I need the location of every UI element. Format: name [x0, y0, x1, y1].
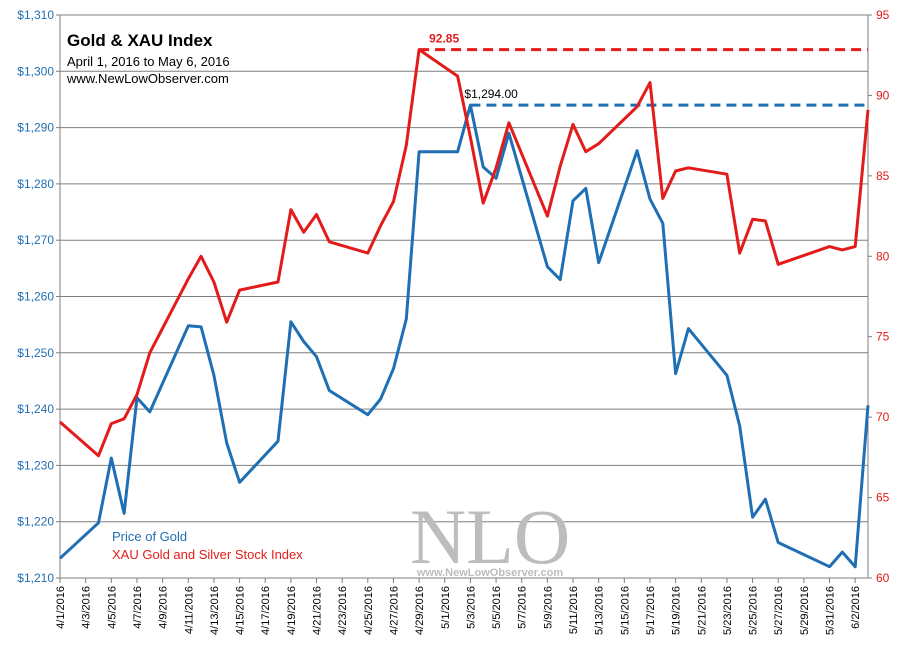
chart-subtitle: April 1, 2016 to May 6, 2016: [67, 54, 230, 69]
x-tick-label: 4/27/2016: [388, 586, 400, 635]
y-left-tick-label: $1,230: [17, 458, 54, 472]
x-tick-label: 5/27/2016: [773, 586, 785, 635]
y-left-tick-label: $1,270: [17, 233, 54, 247]
x-tick-label: 5/3/2016: [465, 586, 477, 629]
x-tick-label: 4/13/2016: [209, 586, 221, 635]
y-right-tick-label: 95: [876, 8, 890, 22]
xau-index-line: [59, 48, 870, 458]
y-left-tick-label: $1,280: [17, 177, 54, 191]
y-left-tick-label: $1,290: [17, 121, 54, 135]
x-tick-label: 5/17/2016: [645, 586, 657, 635]
gold-price-line: [58, 103, 870, 569]
y-left-tick-label: $1,220: [17, 515, 54, 529]
x-tick-label: 5/31/2016: [825, 586, 837, 635]
x-tick-label: 5/7/2016: [517, 586, 529, 629]
y-right-tick-label: 60: [876, 571, 890, 585]
legend-xau: XAU Gold and Silver Stock Index: [112, 547, 303, 562]
x-tick-label: 5/5/2016: [491, 586, 503, 629]
chart-title: Gold & XAU Index: [67, 31, 213, 50]
legend-gold: Price of Gold: [112, 529, 187, 544]
x-tick-label: 4/3/2016: [81, 586, 93, 629]
x-tick-label: 4/7/2016: [132, 586, 144, 629]
x-tick-label: 5/13/2016: [594, 586, 606, 635]
x-tick-label: 5/21/2016: [696, 586, 708, 635]
y-right-tick-label: 75: [876, 330, 890, 344]
x-tick-label: 4/29/2016: [414, 586, 426, 635]
y-left-tick-label: $1,260: [17, 290, 54, 304]
reference-lines: $1,294.00 92.85: [419, 32, 868, 107]
x-tick-label: 5/15/2016: [619, 586, 631, 635]
x-tick-label: 4/21/2016: [312, 586, 324, 635]
y-left-tick-label: $1,250: [17, 346, 54, 360]
title-block: Gold & XAU Index April 1, 2016 to May 6,…: [66, 31, 230, 86]
x-tick-label: 5/25/2016: [748, 586, 760, 635]
y-left-tick-label: $1,300: [17, 64, 54, 78]
y-left-tick-label: $1,240: [17, 402, 54, 416]
legend: Price of Gold XAU Gold and Silver Stock …: [112, 529, 303, 562]
x-tick-label: 5/19/2016: [671, 586, 683, 635]
x-tick-label: 4/1/2016: [55, 586, 67, 629]
watermark: NLO www.NewLowObserver.com: [410, 493, 570, 580]
series-lines: [58, 48, 870, 569]
y-right-tick-label: 70: [876, 410, 890, 424]
x-tick-label: 4/19/2016: [286, 586, 298, 635]
y-right-tick-label: 80: [876, 249, 890, 263]
axes: $1,210 $1,220 $1,230 $1,240 $1,250 $1,260 $1,2…: [17, 8, 889, 635]
y-left-tick-label: $1,310: [17, 8, 54, 22]
x-tick-label: 4/25/2016: [363, 586, 375, 635]
x-tick-label: 6/2/2016: [850, 586, 862, 629]
chart-source: www.NewLowObserver.com: [66, 71, 229, 86]
x-tick-label: 5/29/2016: [799, 586, 811, 635]
x-tick-label: 5/23/2016: [722, 586, 734, 635]
watermark-url: www.NewLowObserver.com: [416, 567, 564, 579]
y-right-tick-label: 90: [876, 88, 890, 102]
x-tick-label: 4/23/2016: [337, 586, 349, 635]
x-tick-label: 5/11/2016: [568, 586, 580, 634]
x-tick-label: 4/11/2016: [183, 586, 195, 634]
x-tick-label: 4/5/2016: [106, 586, 118, 629]
y-right-tick-label: 85: [876, 169, 890, 183]
watermark-logo: NLO: [410, 493, 570, 580]
gold-high-label: $1,294.00: [464, 87, 518, 101]
xau-high-label: 92.85: [429, 32, 459, 46]
y-right-tick-label: 65: [876, 491, 890, 505]
x-tick-label: 5/1/2016: [440, 586, 452, 629]
x-tick-label: 4/15/2016: [235, 586, 247, 635]
x-tick-label: 4/17/2016: [260, 586, 272, 635]
plot-frame: [59, 14, 869, 579]
y-left-tick-label: $1,210: [17, 571, 54, 585]
x-tick-label: 4/9/2016: [158, 586, 170, 629]
x-tick-label: 5/9/2016: [542, 586, 554, 629]
